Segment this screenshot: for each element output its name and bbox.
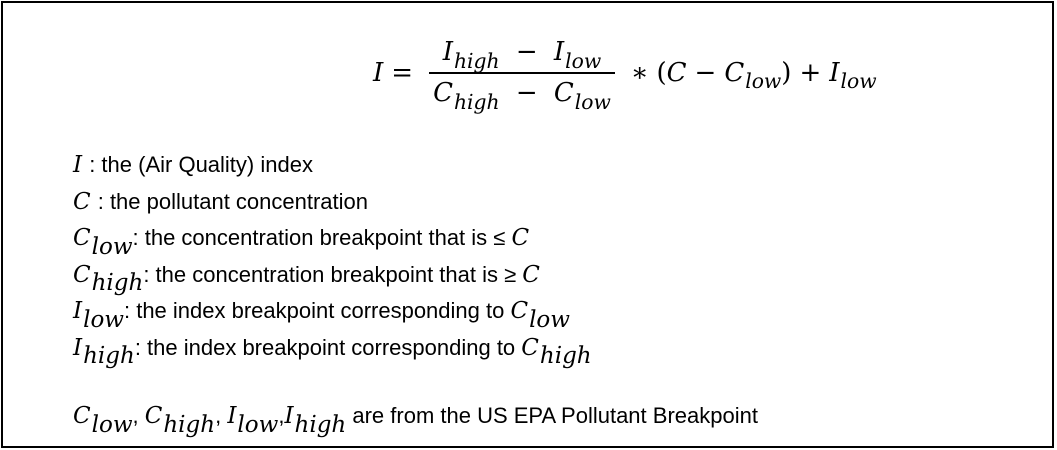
formula-i-low: I <box>829 58 840 88</box>
formula-equals: = <box>391 58 414 88</box>
formula-c-low-sub: low <box>745 68 782 93</box>
def-text: : the pollutant concentration <box>91 188 369 214</box>
footer-sub: low <box>91 411 133 438</box>
formula-lhs: I <box>373 58 384 88</box>
num-sub-b: low <box>565 48 602 73</box>
den-sub-b: low <box>574 89 611 114</box>
def-var: C <box>73 225 91 251</box>
den-minus: − <box>515 78 538 108</box>
den-sub-a: high <box>453 89 500 114</box>
formula-times: ∗ <box>630 58 649 88</box>
footer-sep: , <box>132 403 139 428</box>
def-var: I <box>73 334 83 361</box>
num-var-b: I <box>553 37 565 67</box>
footer-var: I <box>284 403 294 429</box>
footer-sub: high <box>294 411 347 438</box>
footer-var: C <box>73 403 91 429</box>
footer-var: C <box>144 403 163 429</box>
definition-row: Clow: the concentration breakpoint that … <box>73 220 592 260</box>
def-text: : the (Air Quality) index <box>83 152 313 177</box>
footer-sep: , <box>215 403 222 428</box>
def-var: I <box>73 152 83 178</box>
num-minus: − <box>515 37 538 67</box>
def-ref-var: C <box>521 334 539 361</box>
formula-fraction: Ihigh − Ilow Chigh − Clow <box>429 35 615 114</box>
formula-minus: − <box>694 58 717 88</box>
definition-row: Ihigh: the index breakpoint correspondin… <box>73 330 592 370</box>
def-sub: low <box>83 306 124 333</box>
source-note: Clow, Chigh, Ilow,Ihigh are from the US … <box>73 403 758 438</box>
den-var-b: C <box>553 78 574 108</box>
footer-text: are from the US EPA Pollutant Breakpoint <box>346 403 758 428</box>
formula-open-paren: ( <box>656 58 667 88</box>
def-text: : the concentration breakpoint that is ≤ <box>132 225 512 250</box>
fraction-numerator: Ihigh − Ilow <box>439 35 605 73</box>
def-text: : the index breakpoint corresponding to <box>123 298 511 323</box>
def-ref-sub: high <box>539 343 592 370</box>
def-var: C <box>73 261 91 288</box>
den-var-a: C <box>433 78 453 108</box>
def-sub: high <box>91 270 144 297</box>
formula-close-paren: ) <box>781 58 792 88</box>
def-ref-sub: low <box>529 306 570 333</box>
definitions-list: I : the (Air Quality) index C : the poll… <box>73 147 592 370</box>
num-var-a: I <box>442 37 453 67</box>
footer-sub: high <box>163 411 216 438</box>
formula-c: C <box>666 58 687 88</box>
def-var: I <box>73 298 83 324</box>
def-sub: high <box>83 343 135 370</box>
fraction-denominator: Chigh − Clow <box>429 76 615 114</box>
def-sub: low <box>91 233 133 260</box>
footer-sub: low <box>237 411 279 438</box>
formula-c-low: C <box>724 58 745 88</box>
num-sub-a: high <box>453 48 500 73</box>
def-var: C <box>73 188 91 215</box>
def-ref-var: C <box>522 261 540 288</box>
formula-plus: + <box>799 58 822 88</box>
def-ref-var: C <box>510 298 529 324</box>
formula-i-low-sub: low <box>840 68 877 93</box>
definition-row: Ilow: the index breakpoint corresponding… <box>73 293 592 333</box>
definition-row: I : the (Air Quality) index <box>73 147 592 184</box>
fraction-bar <box>429 72 615 74</box>
definition-row: C : the pollutant concentration <box>73 184 592 221</box>
footer-var: I <box>227 403 237 429</box>
def-text: : the concentration breakpoint that is ≥ <box>143 261 523 287</box>
footer-sep: , <box>278 403 285 428</box>
definition-row: Chigh: the concentration breakpoint that… <box>73 257 592 297</box>
def-text: : the index breakpoint corresponding to <box>134 334 522 360</box>
def-ref-var: C <box>511 225 530 251</box>
